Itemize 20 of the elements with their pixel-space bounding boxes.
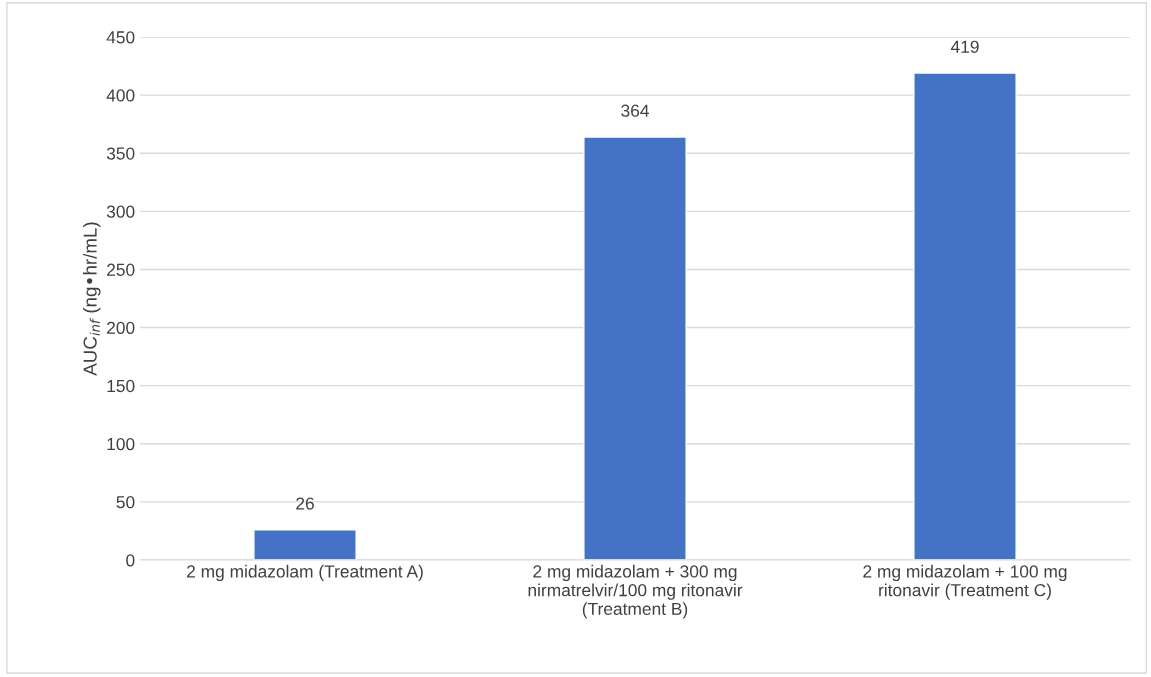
bar: [253, 529, 357, 560]
y-tick-label: 50: [116, 496, 135, 509]
x-tick-label: 2 mg midazolam + 300 mg nirmatrelvir/100 mg ritonavir (Treatment B): [528, 564, 743, 619]
y-tick-label: 450: [106, 31, 135, 44]
y-tick-label: 150: [107, 379, 135, 393]
y-tick-label: 300: [106, 205, 135, 218]
y-tick-label: 350: [106, 147, 135, 160]
data-label: 26: [296, 497, 314, 510]
data-label: 364: [621, 104, 649, 117]
y-tick-label: 100: [107, 437, 135, 451]
y-tick-label: 250: [107, 263, 135, 276]
y-tick-label: 400: [106, 89, 135, 102]
bar: [913, 72, 1017, 560]
y-tick-label: 0: [126, 554, 135, 567]
y-tick-label: 200: [107, 321, 135, 335]
x-tick-label: 2 mg midazolam + 100 mg ritonavir (Treatment C): [863, 564, 1067, 600]
x-tick-label: 2 mg midazolam (Treatment A): [187, 564, 423, 582]
bar: [583, 136, 687, 560]
data-label: 419: [950, 40, 979, 53]
y-axis-title: AUC$_{inf}$ (ng•hr/mL): [83, 222, 101, 376]
